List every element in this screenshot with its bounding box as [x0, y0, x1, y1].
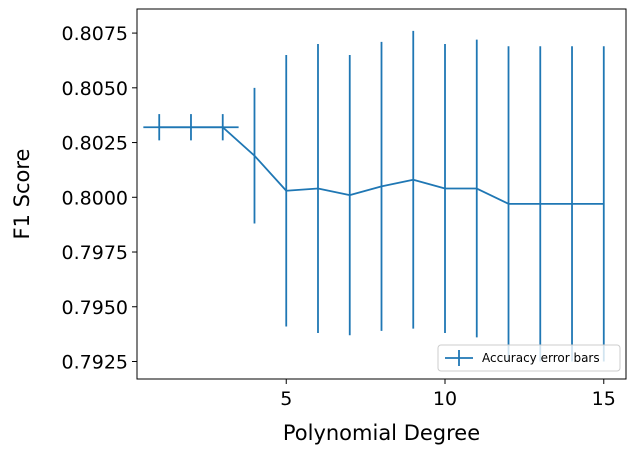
legend: Accuracy error bars — [437, 344, 621, 372]
label-layer: Polynomial Degree F1 Score — [10, 149, 480, 445]
x-tick-label: 10 — [433, 388, 457, 410]
y-tick-label: 0.8000 — [62, 187, 128, 209]
x-axis-label: Polynomial Degree — [283, 421, 480, 445]
x-tick-label: 15 — [592, 388, 616, 410]
y-tick-label: 0.8050 — [62, 78, 128, 100]
axes-layer: 5 10 15 0.7925 0.7950 0.7975 0.8000 0.8025 0.805… — [62, 8, 627, 410]
series-line-0 — [159, 126, 604, 205]
y-tick-label: 0.8025 — [62, 133, 128, 155]
y-tick-label: 0.7975 — [62, 242, 128, 264]
legend-label: Accuracy error bars — [482, 351, 600, 365]
y-tick-label: 0.7950 — [62, 297, 128, 319]
plot-layer — [143, 30, 605, 362]
y-tick-label: 0.8075 — [62, 23, 128, 45]
y-tick-label: 0.7925 — [62, 351, 128, 373]
x-tick-label: 5 — [280, 388, 292, 410]
legend-box — [437, 344, 621, 372]
y-axis-label: F1 Score — [10, 149, 34, 240]
axes-frame — [136, 8, 627, 380]
